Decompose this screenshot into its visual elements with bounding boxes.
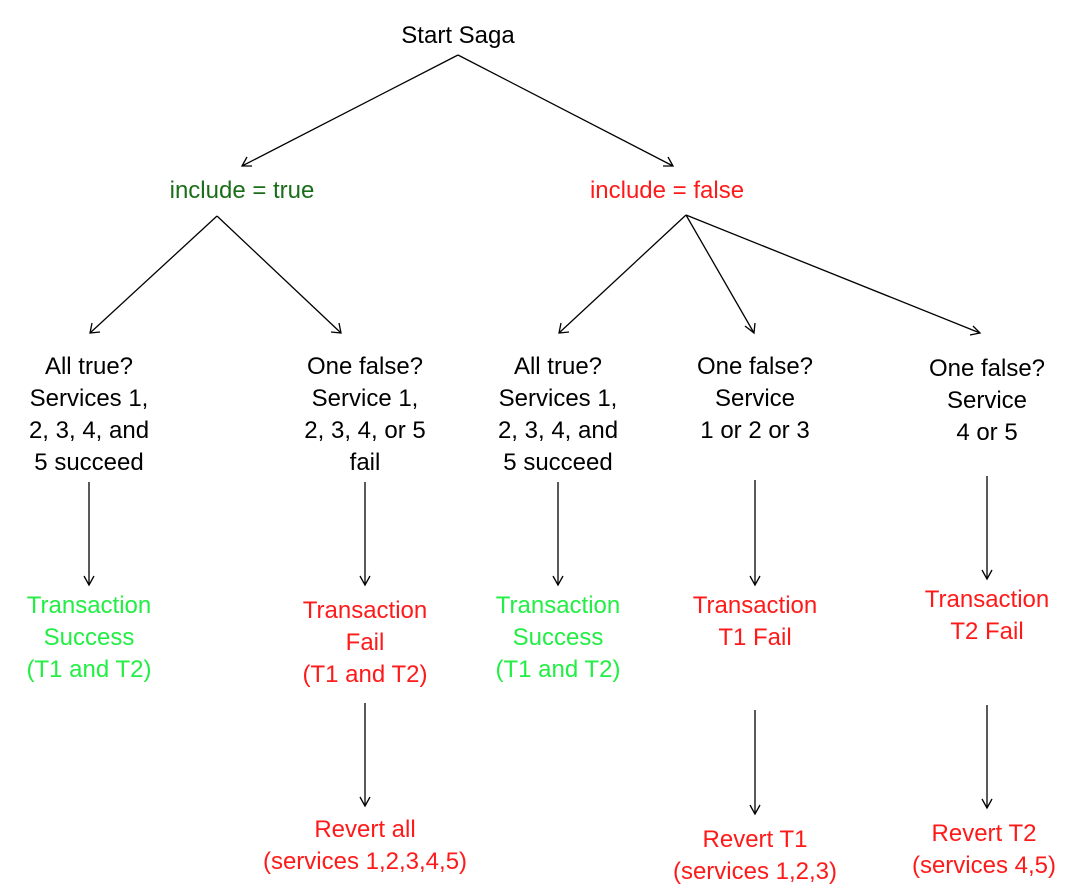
node-line: include = true (169, 177, 315, 204)
revert-t2-node: Revert T2 (services 4,5) (892, 818, 1076, 882)
include-true-node: include = true (112, 175, 372, 207)
node-line: Transaction (302, 597, 428, 624)
node-line: Revert T1 (702, 826, 808, 853)
node-line: One false? (306, 353, 424, 380)
node-line: Transaction (495, 592, 621, 619)
node-line: Transaction (692, 592, 818, 619)
node-line: Revert all (314, 816, 416, 843)
node-line: T2 Fail (950, 618, 1024, 645)
node-line: (services 4,5) (911, 852, 1057, 879)
revert-all-node: Revert all (services 1,2,3,4,5) (235, 814, 495, 878)
node-line: (T1 and T2) (495, 656, 621, 683)
node-line: Service 1, (311, 385, 419, 412)
node-line: 5 succeed (34, 449, 144, 476)
edge-start-to-include-false (457, 54, 675, 167)
node-line: 2, 3, 4, or 5 (304, 417, 426, 444)
node-line: Revert T2 (931, 820, 1037, 847)
edge-t1-fail-to-revert-t1 (749, 710, 761, 816)
edge-t2-fail-to-revert-t2 (981, 705, 993, 810)
node-line: Transaction (924, 586, 1050, 613)
node-line: include = false (589, 177, 745, 204)
edge-include-true-to-one-false (216, 215, 342, 334)
node-line: 4 or 5 (956, 419, 1018, 446)
edge-include-false-to-one-false-45 (685, 214, 982, 336)
node-line: 2, 3, 4, and (497, 417, 619, 444)
node-line: (T1 and T2) (302, 661, 428, 688)
node-line: 1 or 2 or 3 (700, 417, 810, 444)
node-line: Service (714, 385, 796, 412)
node-line: Start Saga (401, 22, 515, 49)
node-line: All true? (44, 353, 134, 380)
node-line: Services 1, (498, 385, 618, 412)
b-transaction-success-node: Transaction Success (T1 and T2) (466, 590, 650, 686)
edge-b-all-true-to-success (552, 482, 564, 587)
a-transaction-fail-node: Transaction Fail (T1 and T2) (275, 595, 455, 691)
edge-b-one-false-123-to-t1-fail (749, 480, 761, 587)
node-line: Success (43, 624, 135, 651)
b-one-false-45-node: One false? Service 4 or 5 (902, 353, 1072, 449)
node-line: Success (512, 624, 604, 651)
node-line: All true? (513, 353, 603, 380)
b-all-true-node: All true? Services 1, 2, 3, 4, and 5 suc… (473, 351, 643, 479)
node-line: (services 1,2,3,4,5) (262, 848, 468, 875)
a-all-true-node: All true? Services 1, 2, 3, 4, and 5 suc… (4, 351, 174, 479)
edge-include-false-to-one-false-123 (685, 214, 756, 335)
node-line: 2, 3, 4, and (28, 417, 150, 444)
edge-a-all-true-to-success (83, 482, 95, 587)
node-line: One false? (928, 355, 1046, 382)
b-transaction-t2-fail-node: Transaction T2 Fail (902, 584, 1072, 648)
node-line: T1 Fail (718, 624, 792, 651)
node-line: fail (349, 449, 381, 476)
node-line: Transaction (26, 592, 152, 619)
a-one-false-node: One false? Service 1, 2, 3, 4, or 5 fail (275, 351, 455, 479)
edge-start-to-include-true (240, 54, 459, 167)
edge-a-fail-to-revert-all (359, 703, 371, 808)
node-line: 5 succeed (503, 449, 613, 476)
node-line: Fail (345, 629, 385, 656)
edge-b-one-false-45-to-t2-fail (981, 476, 993, 581)
node-line: Services 1, (29, 385, 149, 412)
node-line: (services 1,2,3) (672, 858, 838, 885)
edge-a-one-false-to-fail (359, 482, 371, 587)
revert-t1-node: Revert T1 (services 1,2,3) (655, 824, 855, 888)
edge-include-true-to-all-true (89, 215, 218, 334)
node-line: One false? (696, 353, 814, 380)
include-false-node: include = false (537, 175, 797, 207)
a-transaction-success-node: Transaction Success (T1 and T2) (4, 590, 174, 686)
edge-include-false-to-all-true (558, 214, 687, 334)
start-saga-node: Start Saga (358, 20, 558, 52)
node-line: (T1 and T2) (26, 656, 152, 683)
node-line: Service (946, 387, 1028, 414)
b-transaction-t1-fail-node: Transaction T1 Fail (670, 590, 840, 654)
b-one-false-123-node: One false? Service 1 or 2 or 3 (670, 351, 840, 447)
